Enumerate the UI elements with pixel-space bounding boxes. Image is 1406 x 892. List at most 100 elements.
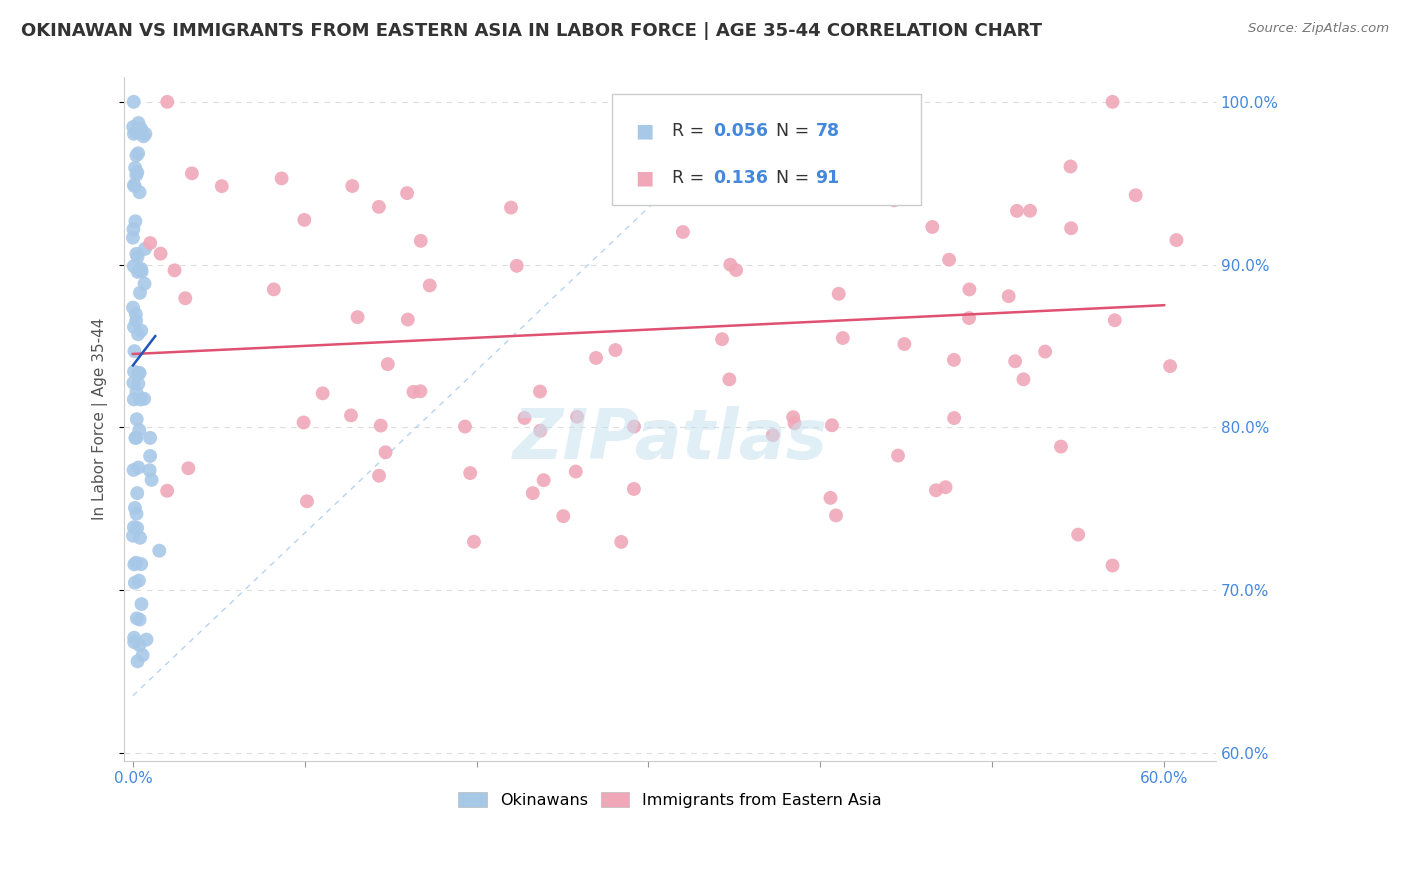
Text: ■: ■ (636, 169, 654, 187)
Point (367, 200, 389, 214)
Point (1060, 221, 1083, 235)
Point (374, 445, 396, 459)
Text: 0.136: 0.136 (713, 169, 768, 187)
Point (377, 357, 399, 371)
Point (125, 507, 148, 521)
Point (122, 529, 145, 543)
Point (149, 246, 172, 260)
Point (124, 161, 146, 175)
Point (623, 482, 645, 496)
Point (934, 480, 956, 494)
Point (263, 282, 285, 296)
Point (129, 531, 152, 545)
Point (131, 124, 153, 138)
Point (370, 418, 392, 433)
Point (129, 324, 152, 338)
Point (346, 310, 368, 325)
Point (134, 127, 156, 141)
Point (295, 494, 318, 508)
Point (128, 262, 150, 277)
Point (132, 129, 155, 144)
Text: ZIPatlas: ZIPatlas (512, 406, 828, 473)
Text: N =: N = (776, 169, 815, 187)
Point (1166, 233, 1188, 247)
Point (122, 463, 145, 477)
Point (396, 186, 419, 201)
Point (533, 473, 555, 487)
Point (122, 301, 145, 315)
Point (122, 520, 145, 534)
Point (454, 419, 477, 434)
Point (122, 95, 145, 109)
Point (135, 632, 157, 647)
Point (894, 152, 917, 166)
Point (129, 121, 152, 136)
Point (124, 575, 146, 590)
Point (125, 168, 148, 182)
Point (128, 423, 150, 437)
Text: 91: 91 (815, 169, 839, 187)
Point (821, 418, 844, 433)
Point (128, 186, 150, 200)
Point (342, 179, 364, 194)
Point (156, 95, 179, 109)
Point (825, 508, 848, 523)
Point (1104, 313, 1126, 327)
Point (134, 242, 156, 256)
Point (124, 431, 146, 445)
Point (419, 278, 441, 293)
Point (672, 225, 695, 239)
Point (125, 307, 148, 321)
Point (718, 258, 741, 272)
Point (1101, 95, 1123, 109)
Point (409, 384, 432, 399)
Point (1033, 344, 1056, 359)
Point (270, 171, 292, 186)
Point (506, 259, 529, 273)
Point (1067, 527, 1090, 541)
Point (122, 376, 145, 390)
Point (131, 648, 153, 662)
Legend: Okinawans, Immigrants from Eastern Asia: Okinawans, Immigrants from Eastern Asia (451, 785, 889, 814)
Point (125, 611, 148, 625)
Point (139, 431, 162, 445)
Point (925, 483, 948, 498)
Point (529, 384, 551, 399)
Point (174, 291, 197, 305)
Point (129, 285, 152, 300)
Point (139, 449, 162, 463)
Point (1059, 160, 1081, 174)
Point (124, 558, 146, 572)
Point (866, 174, 889, 188)
Point (711, 332, 734, 346)
Point (131, 264, 153, 278)
Point (122, 127, 145, 141)
Point (938, 252, 960, 267)
Point (513, 411, 536, 425)
Text: 78: 78 (815, 122, 839, 140)
Point (828, 286, 851, 301)
Text: N =: N = (776, 122, 815, 140)
Point (957, 282, 980, 296)
Point (122, 392, 145, 407)
Point (138, 463, 160, 477)
Point (585, 351, 607, 365)
Point (565, 409, 588, 424)
Point (134, 277, 156, 291)
Point (134, 392, 156, 406)
Point (141, 473, 163, 487)
Point (725, 263, 748, 277)
Point (122, 635, 145, 649)
Point (782, 410, 804, 425)
Point (292, 213, 315, 227)
Point (124, 500, 146, 515)
Point (148, 543, 170, 558)
Point (1012, 372, 1035, 386)
Point (893, 337, 915, 351)
Point (522, 486, 544, 500)
Point (124, 179, 146, 194)
Point (131, 597, 153, 611)
Point (125, 125, 148, 139)
Point (180, 166, 202, 180)
Point (125, 431, 148, 445)
